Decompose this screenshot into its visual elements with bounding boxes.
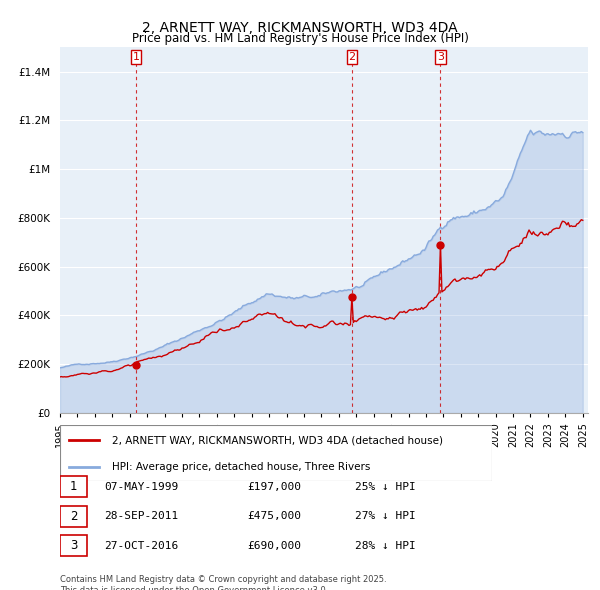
Text: £197,000: £197,000 xyxy=(247,482,301,491)
FancyBboxPatch shape xyxy=(60,425,492,481)
Text: 1: 1 xyxy=(133,52,140,62)
Text: Price paid vs. HM Land Registry's House Price Index (HPI): Price paid vs. HM Land Registry's House … xyxy=(131,32,469,45)
FancyBboxPatch shape xyxy=(60,535,87,556)
Text: £690,000: £690,000 xyxy=(247,541,301,550)
Text: 2: 2 xyxy=(70,510,77,523)
Text: 3: 3 xyxy=(70,539,77,552)
Text: 2, ARNETT WAY, RICKMANSWORTH, WD3 4DA: 2, ARNETT WAY, RICKMANSWORTH, WD3 4DA xyxy=(142,21,458,35)
Text: 25% ↓ HPI: 25% ↓ HPI xyxy=(355,482,416,491)
Text: 2: 2 xyxy=(349,52,355,62)
Text: 2, ARNETT WAY, RICKMANSWORTH, WD3 4DA (detached house): 2, ARNETT WAY, RICKMANSWORTH, WD3 4DA (d… xyxy=(112,435,443,445)
FancyBboxPatch shape xyxy=(60,476,87,497)
Text: £475,000: £475,000 xyxy=(247,512,301,521)
Text: Contains HM Land Registry data © Crown copyright and database right 2025.
This d: Contains HM Land Registry data © Crown c… xyxy=(60,575,386,590)
Text: 07-MAY-1999: 07-MAY-1999 xyxy=(104,482,179,491)
Text: 28-SEP-2011: 28-SEP-2011 xyxy=(104,512,179,521)
FancyBboxPatch shape xyxy=(60,506,87,527)
Text: 28% ↓ HPI: 28% ↓ HPI xyxy=(355,541,416,550)
Text: 3: 3 xyxy=(437,52,444,62)
Text: 27% ↓ HPI: 27% ↓ HPI xyxy=(355,512,416,521)
Text: 27-OCT-2016: 27-OCT-2016 xyxy=(104,541,179,550)
Text: 1: 1 xyxy=(70,480,77,493)
Text: HPI: Average price, detached house, Three Rivers: HPI: Average price, detached house, Thre… xyxy=(112,462,370,472)
